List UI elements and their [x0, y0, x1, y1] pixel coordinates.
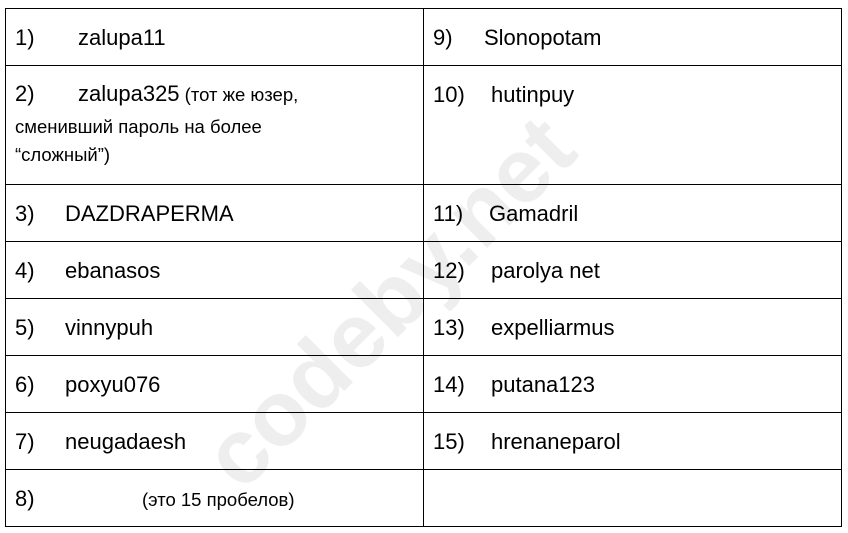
note-text: (тот же юзер,: [179, 84, 299, 105]
password-text: Slonopotam: [484, 25, 602, 50]
item-number: 14): [433, 372, 465, 397]
password-text: putana123: [491, 372, 595, 397]
password-text: Gamadril: [489, 201, 579, 226]
table-cell: 12) parolya net: [423, 241, 842, 299]
table-row: 3) DAZDRAPERMA 11) Gamadril: [5, 184, 842, 242]
password-text: ebanasos: [65, 258, 161, 283]
note-text: “сложный”): [15, 144, 111, 165]
item-number: 9): [433, 25, 453, 50]
table-row: 4) ebanasos 12) parolya net: [5, 241, 842, 299]
table-cell: 13) expelliarmus: [423, 298, 842, 356]
table-row: 8) (это 15 пробелов): [5, 469, 842, 527]
table-cell: 4) ebanasos: [5, 241, 424, 299]
note-text: (это 15 пробелов): [142, 489, 295, 510]
table-cell: 9) Slonopotam: [423, 8, 842, 66]
table-row: 2) zalupa325 (тот же юзер, сменивший парол…: [5, 65, 842, 185]
table-cell: 14) putana123: [423, 355, 842, 413]
password-text: DAZDRAPERMA: [65, 201, 234, 226]
table-cell: 8) (это 15 пробелов): [5, 469, 424, 527]
table-cell: 11) Gamadril: [423, 184, 842, 242]
item-number: 12): [433, 258, 465, 283]
table-cell: 5) vinnypuh: [5, 298, 424, 356]
item-number: 4): [15, 258, 35, 283]
table-row: 6) poxyu076 14) putana123: [5, 355, 842, 413]
password-text: zalupa11: [78, 25, 166, 50]
table-cell: 1) zalupa11: [5, 8, 424, 66]
password-text: poxyu076: [65, 372, 161, 397]
item-number: 2): [15, 81, 35, 106]
item-number: 15): [433, 429, 465, 454]
password-text: vinnypuh: [65, 315, 154, 340]
password-text: hutinpuy: [491, 82, 575, 107]
table-cell: 6) poxyu076: [5, 355, 424, 413]
item-number: 13): [433, 315, 465, 340]
item-number: 1): [15, 25, 35, 50]
table-cell: 3) DAZDRAPERMA: [5, 184, 424, 242]
item-number: 3): [15, 201, 35, 226]
item-number: 6): [15, 372, 35, 397]
password-text: expelliarmus: [491, 315, 615, 340]
password-table: 1) zalupa11 9) Slonopotam 2) zalupa325 (тот…: [5, 8, 842, 527]
item-number: 7): [15, 429, 35, 454]
note-text: сменивший пароль на более: [15, 116, 262, 137]
table-cell: 7) neugadaesh: [5, 412, 424, 470]
table-cell: 15) hrenaneparol: [423, 412, 842, 470]
table-cell: 2) zalupa325 (тот же юзер, сменивший парол…: [5, 65, 424, 185]
table-row: 1) zalupa11 9) Slonopotam: [5, 8, 842, 66]
item-number: 10): [433, 82, 465, 107]
password-text: zalupa325: [78, 81, 180, 106]
table-row: 7) neugadaesh 15) hrenaneparol: [5, 412, 842, 470]
item-number: 5): [15, 315, 35, 340]
table-cell-empty: [423, 469, 842, 527]
password-text: hrenaneparol: [491, 429, 621, 454]
item-number: 11): [433, 201, 464, 226]
password-text: parolya net: [491, 258, 600, 283]
table-row: 5) vinnypuh 13) expelliarmus: [5, 298, 842, 356]
password-text: neugadaesh: [65, 429, 187, 454]
table-cell: 10) hutinpuy: [423, 65, 842, 185]
item-number: 8): [15, 486, 35, 511]
